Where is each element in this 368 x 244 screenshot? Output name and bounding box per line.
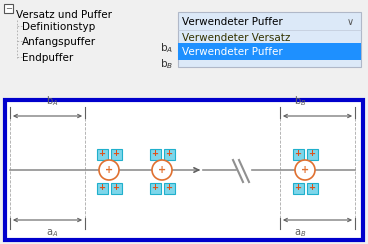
Text: +: + <box>99 150 106 159</box>
Text: a$_B$: a$_B$ <box>294 227 306 239</box>
Text: +: + <box>99 183 106 193</box>
Text: Endpuffer: Endpuffer <box>22 53 73 63</box>
Bar <box>178 12 361 67</box>
Text: +: + <box>301 165 309 175</box>
Text: Verwendeter Puffer: Verwendeter Puffer <box>182 47 283 57</box>
Text: +: + <box>158 165 166 175</box>
Text: +: + <box>166 150 173 159</box>
Bar <box>111 183 122 194</box>
Text: ∨: ∨ <box>347 17 354 27</box>
Text: +: + <box>308 183 315 193</box>
Bar <box>164 149 175 160</box>
Text: +: + <box>105 165 113 175</box>
Bar <box>307 149 318 160</box>
Bar <box>97 149 108 160</box>
Text: b$_A$: b$_A$ <box>46 94 58 108</box>
Circle shape <box>295 160 315 180</box>
Text: b$_B$: b$_B$ <box>294 94 306 108</box>
Text: −: − <box>5 4 12 13</box>
Bar <box>178 43 361 60</box>
Text: Anfangspuffer: Anfangspuffer <box>22 37 96 47</box>
Bar <box>307 183 318 194</box>
Text: +: + <box>152 183 159 193</box>
Text: a$_A$: a$_A$ <box>46 227 58 239</box>
Bar <box>150 183 161 194</box>
Text: +: + <box>308 150 315 159</box>
Bar <box>97 183 108 194</box>
Circle shape <box>152 160 172 180</box>
Text: b$_B$: b$_B$ <box>160 57 173 71</box>
Bar <box>164 183 175 194</box>
Text: b$_A$: b$_A$ <box>160 41 173 55</box>
Text: Verwendeter Puffer: Verwendeter Puffer <box>182 17 283 27</box>
Text: +: + <box>152 150 159 159</box>
Bar <box>293 149 304 160</box>
Bar <box>4 4 13 13</box>
Circle shape <box>99 160 119 180</box>
Text: +: + <box>294 183 301 193</box>
Text: +: + <box>294 150 301 159</box>
Text: Definitionstyp: Definitionstyp <box>22 22 95 32</box>
Text: +: + <box>113 150 120 159</box>
Text: Versatz und Puffer: Versatz und Puffer <box>16 10 112 20</box>
Text: +: + <box>113 183 120 193</box>
Bar <box>150 149 161 160</box>
Bar <box>111 149 122 160</box>
Text: +: + <box>166 183 173 193</box>
Text: Verwendeter Versatz: Verwendeter Versatz <box>182 33 290 43</box>
Bar <box>293 183 304 194</box>
Bar <box>5 100 363 240</box>
Text: m: m <box>352 41 362 51</box>
Text: m: m <box>352 57 362 67</box>
